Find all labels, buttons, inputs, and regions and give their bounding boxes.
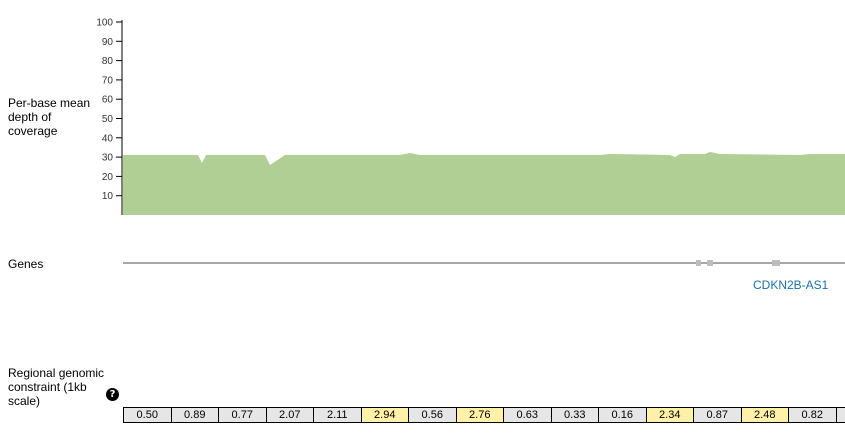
coverage-area [123, 152, 845, 215]
constraint-track-label: Regional genomic constraint (1kb scale) [8, 366, 108, 408]
gene-exon[interactable] [696, 260, 701, 266]
y-tick-label: 40 [102, 133, 114, 144]
gene-track [0, 240, 845, 280]
constraint-cell[interactable]: 2.94 [362, 408, 410, 422]
y-tick-label: 50 [102, 114, 114, 125]
constraint-cell[interactable]: 2.11 [314, 408, 362, 422]
constraint-cell[interactable]: 2.48 [742, 408, 790, 422]
coverage-chart: 100 90 80 70 60 50 40 30 20 10 [0, 0, 845, 240]
constraint-cell[interactable]: 0.89 [172, 408, 220, 422]
constraint-cell[interactable]: 0.82 [789, 408, 837, 422]
question-circle-icon[interactable]: ? [106, 388, 119, 401]
y-tick-label: 70 [102, 75, 114, 86]
constraint-cell[interactable]: 2.76 [457, 408, 505, 422]
constraint-cell[interactable]: 0.33 [552, 408, 600, 422]
y-tick-label: 100 [96, 18, 113, 29]
constraint-cell[interactable]: 0.56 [409, 408, 457, 422]
constraint-cell[interactable]: 2.34 [647, 408, 695, 422]
constraint-cell[interactable]: 0.63 [504, 408, 552, 422]
constraint-cell[interactable]: 0.87 [694, 408, 742, 422]
constraint-cell[interactable] [837, 408, 845, 422]
constraint-cell[interactable]: 0.77 [219, 408, 267, 422]
constraint-cell[interactable]: 0.50 [124, 408, 172, 422]
constraint-cell[interactable]: 2.07 [267, 408, 315, 422]
constraint-row: 0.50 0.89 0.77 2.07 2.11 2.94 0.56 2.76 0.63 0.33… [123, 407, 845, 423]
y-tick-label: 80 [102, 56, 114, 67]
y-tick-label: 20 [102, 172, 114, 183]
y-tick-label: 10 [102, 191, 114, 202]
gene-exon[interactable] [772, 260, 780, 266]
gene-exon[interactable] [707, 260, 713, 266]
gene-link-cdkn2b-as1[interactable]: CDKN2B-AS1 [753, 278, 828, 292]
y-tick-label: 90 [102, 37, 114, 48]
y-tick-label: 30 [102, 153, 114, 164]
y-tick-label: 60 [102, 95, 114, 106]
constraint-cell[interactable]: 0.16 [599, 408, 647, 422]
